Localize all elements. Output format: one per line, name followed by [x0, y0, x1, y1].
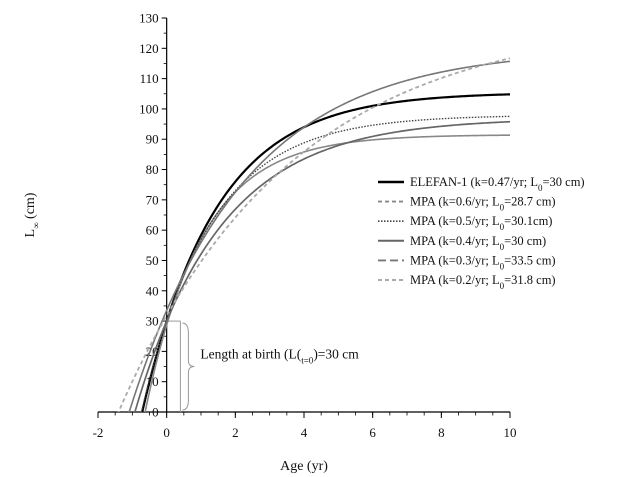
y-tick-label: 90: [146, 132, 159, 147]
legend-entry-5: MPA (k=0.3/yr; L0=33.5 cm): [410, 253, 556, 271]
annotation-label: Length at birth (L(t=0)=30 cm: [200, 347, 359, 366]
legend-entry-1: ELEFAN-1 (k=0.47/yr; L0=30 cm): [410, 175, 585, 193]
series-line-1: [141, 93, 510, 412]
subscript: 0: [500, 222, 505, 232]
subscript: t=0: [301, 356, 314, 366]
y-tick-label: 80: [146, 162, 159, 177]
subscript: 0: [500, 242, 505, 252]
legend-entry-6: MPA (k=0.2/yr; L0=31.8 cm): [410, 273, 556, 291]
y-axis-title: L∞ (cm): [23, 192, 41, 237]
y-tick-label: 0: [152, 405, 159, 420]
x-tick-label: 10: [504, 425, 517, 440]
y-tick-label: 30: [146, 314, 159, 329]
birth-length-annotation: Length at birth (L(t=0)=30 cm: [166, 320, 359, 412]
subscript: ∞: [31, 222, 41, 228]
series-line-3: [140, 115, 510, 412]
subscript: 0: [500, 281, 505, 291]
y-tick-label: 110: [140, 71, 159, 86]
subscript: 0: [538, 183, 543, 193]
legend-entry-2: MPA (k=0.6/yr; L0=28.7 cm): [410, 195, 556, 213]
x-tick-label: 6: [369, 425, 376, 440]
x-axis-title: Age (yr): [280, 459, 328, 474]
legend: ELEFAN-1 (k=0.47/yr; L0=30 cm) MPA (k=0.6…: [378, 175, 585, 291]
y-tick-label: 130: [139, 11, 159, 26]
y-axis-title-group: L∞ (cm): [23, 192, 41, 237]
x-tick-label: 4: [301, 425, 308, 440]
y-tick-label: 120: [139, 41, 159, 56]
y-tick-label: 60: [146, 223, 159, 238]
series-line-4: [134, 120, 510, 412]
x-tick-label: 8: [438, 425, 445, 440]
series-line-6: [117, 57, 510, 412]
y-tick-label: 50: [146, 253, 159, 268]
axis-titles: Age (yr) L∞ (cm): [23, 192, 328, 474]
x-tick-label: -2: [93, 425, 104, 440]
subscript: 0: [500, 261, 505, 271]
y-tick-label: 40: [146, 283, 159, 298]
x-tick-label: 2: [232, 425, 239, 440]
y-tick-label: 70: [146, 192, 159, 207]
series-line-5: [128, 60, 510, 412]
x-tick-label: 0: [163, 425, 170, 440]
legend-entry-3: MPA (k=0.5/yr; L0=30.1cm): [410, 214, 552, 232]
series-lines: [117, 57, 510, 412]
annotation-brace: [182, 322, 195, 411]
y-tick-label: 100: [139, 101, 159, 116]
subscript: 0: [500, 203, 505, 213]
legend-entry-4: MPA (k=0.4/yr; L0=30 cm): [410, 234, 546, 252]
